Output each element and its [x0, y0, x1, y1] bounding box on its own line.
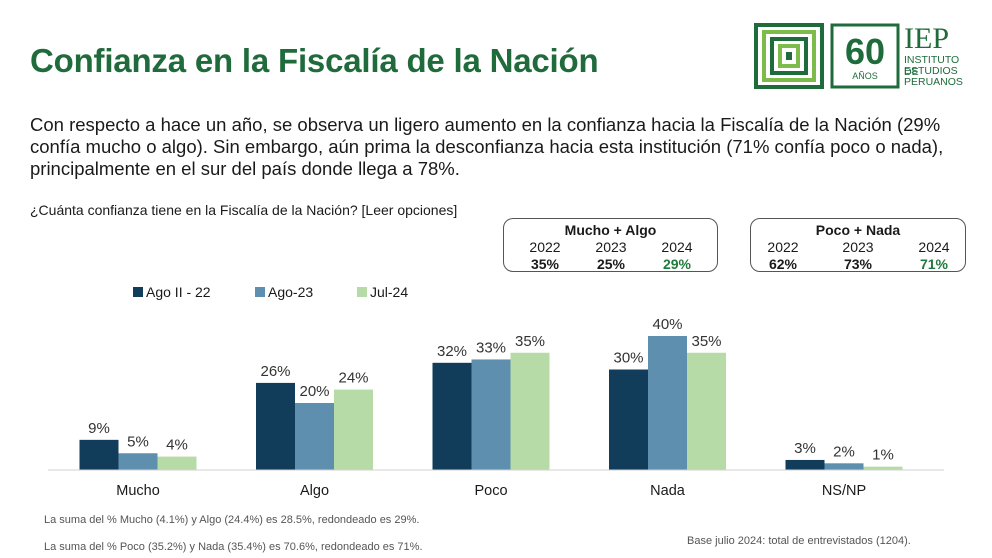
category-label: Poco	[474, 483, 507, 499]
logo-brand: IEP	[904, 22, 949, 55]
data-label: 35%	[515, 333, 545, 350]
legend-label: Ago II - 22	[146, 284, 211, 300]
bar	[79, 439, 119, 470]
legend-label: Ago-23	[268, 284, 313, 300]
bar	[863, 466, 903, 470]
summary-value: 29%	[662, 256, 692, 272]
logo-line2: ESTUDIOS	[904, 65, 958, 77]
page-subtitle: Con respecto a hace un año, se observa u…	[30, 114, 944, 179]
bar	[118, 453, 158, 470]
footnote-poco-nada: La suma del % Poco (35.2%) y Nada (35.4%…	[44, 541, 423, 553]
bar	[687, 352, 726, 470]
data-label: 2%	[833, 443, 855, 460]
logo-line1: INSTITUTO DE	[904, 54, 960, 78]
summary-value: 71%	[919, 256, 949, 272]
summary-value: 25%	[596, 256, 626, 272]
summary-year: 2023	[842, 239, 874, 255]
category-label: NS/NP	[822, 483, 866, 499]
category-label: Mucho	[116, 483, 160, 499]
bar	[824, 463, 864, 470]
legend-swatch	[357, 287, 367, 297]
logo-years: AÑOS	[852, 71, 878, 81]
bar	[295, 403, 334, 470]
summary-value: 73%	[843, 256, 873, 272]
bar	[785, 459, 825, 470]
summary-box-trust: Mucho + Algo 2022 2023 2024 35% 25% 29%	[503, 218, 718, 272]
data-label: 20%	[299, 383, 329, 400]
data-label: 35%	[691, 333, 721, 350]
page-title: Confianza en la Fiscalía de la Nación	[30, 42, 599, 79]
anniversary-badge-icon: 60 AÑOS	[830, 23, 900, 89]
data-label: 4%	[166, 437, 188, 454]
bar	[334, 389, 373, 470]
data-label: 1%	[872, 447, 894, 464]
summary-year: 2024	[918, 239, 950, 255]
data-label: 33%	[476, 339, 506, 356]
summary-year: 2022	[767, 239, 799, 255]
footnote-base: Base julio 2024: total de entrevistados …	[687, 535, 911, 547]
data-label: 24%	[338, 370, 368, 387]
logo-line3: PERUANOS	[904, 76, 963, 88]
survey-question: ¿Cuánta confianza tiene en la Fiscalía d…	[30, 202, 458, 218]
summary-year: 2022	[529, 239, 561, 255]
data-label: 26%	[260, 363, 290, 380]
category-label: Algo	[300, 483, 329, 499]
summary-box-title: Poco + Nada	[815, 222, 901, 238]
summary-value: 35%	[530, 256, 560, 272]
bar	[648, 336, 687, 470]
iep-emblem-icon	[754, 23, 824, 89]
bar	[510, 352, 550, 470]
category-label: Nada	[650, 483, 686, 499]
data-label: 9%	[88, 420, 110, 437]
summary-box-title: Mucho + Algo	[564, 222, 657, 238]
bar	[432, 362, 472, 470]
legend-swatch	[255, 287, 265, 297]
data-label: 5%	[127, 433, 149, 450]
data-label: 40%	[652, 316, 682, 333]
logo-number: 60	[845, 31, 885, 72]
summary-value: 62%	[768, 256, 798, 272]
summary-year: 2023	[595, 239, 627, 255]
data-label: 32%	[437, 343, 467, 360]
bar	[157, 456, 197, 470]
data-label: 30%	[613, 350, 643, 367]
bar	[256, 382, 295, 470]
summary-year: 2024	[661, 239, 693, 255]
bar	[471, 359, 511, 470]
bar	[609, 369, 648, 470]
summary-box-distrust: Poco + Nada 2022 2023 2024 62% 73% 71%	[750, 218, 966, 272]
footnote-mucho-algo: La suma del % Mucho (4.1%) y Algo (24.4%…	[44, 514, 420, 526]
legend-swatch	[133, 287, 143, 297]
legend-label: Jul-24	[370, 284, 408, 300]
iep-logo: 60 AÑOS IEP INSTITUTO DE ESTUDIOS PERUAN…	[754, 22, 972, 90]
data-label: 3%	[794, 440, 816, 457]
